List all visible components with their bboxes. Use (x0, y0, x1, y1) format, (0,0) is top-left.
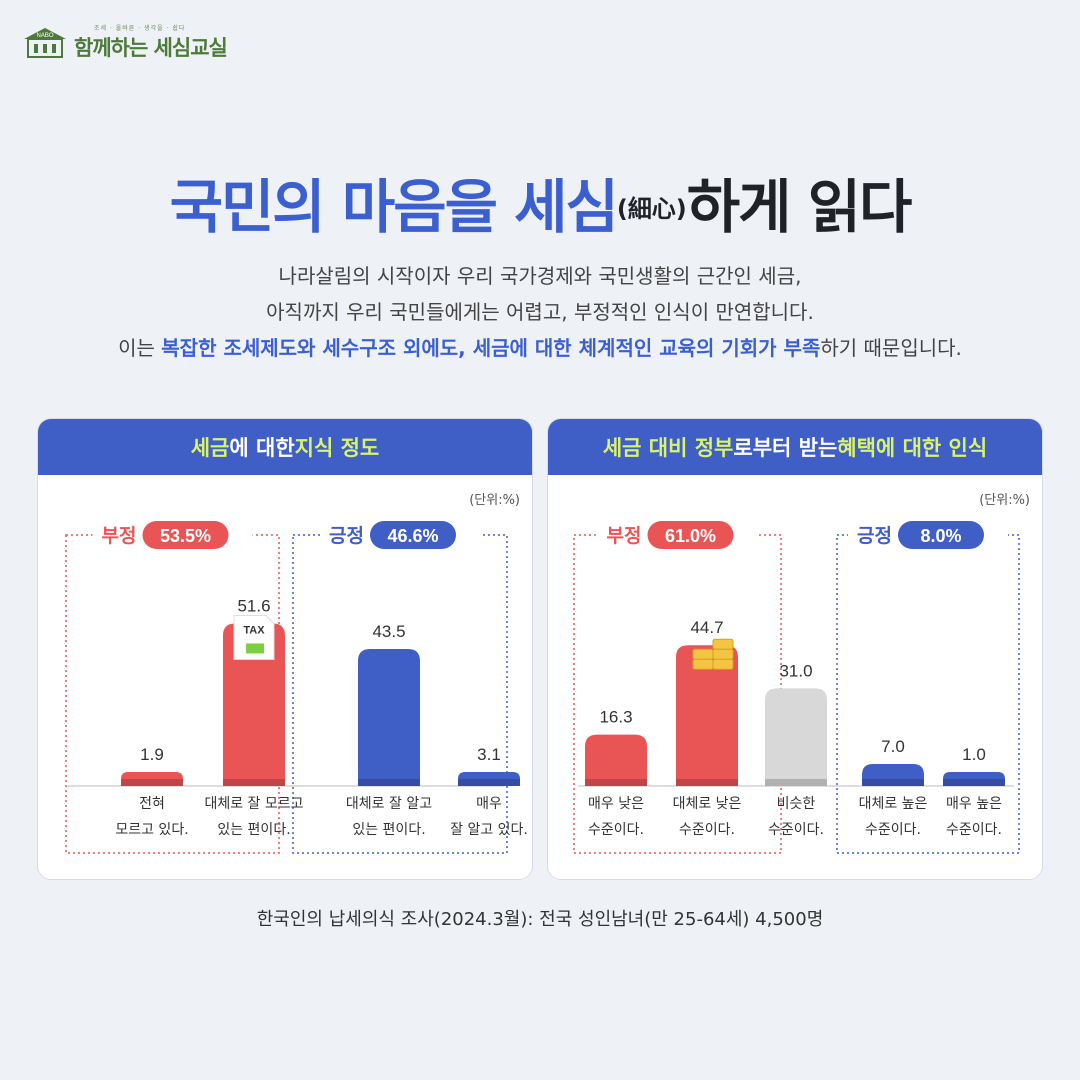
tax-document-label: TAX (243, 624, 265, 636)
knowledge-group-pill-0 (142, 521, 229, 549)
benefit-category-label-3-1: 수준이다. (865, 822, 921, 838)
knowledge-category-label-1-1: 있는 편이다. (217, 822, 290, 838)
knowledge-bar-2 (358, 648, 420, 786)
benefit-title-mid: 로부터 받는 (733, 436, 838, 460)
knowledge-value-label-3: 3.1 (477, 745, 501, 764)
knowledge-value-label-1: 51.6 (237, 596, 270, 615)
knowledge-unit-label: (단위:%) (469, 493, 520, 508)
intro-line-3-post: 하기 때문입니다. (820, 336, 962, 360)
benefit-value-label-2: 31.0 (779, 661, 812, 680)
benefit-value-label-1: 44.7 (690, 618, 723, 637)
benefit-bar-0 (585, 734, 647, 786)
knowledge-category-label-2-0: 대체로 잘 알고 (346, 796, 432, 812)
knowledge-category-label-2-1: 있는 편이다. (352, 822, 425, 838)
title-part-2: (細心) (616, 195, 687, 223)
benefit-group-pill-0 (647, 521, 734, 549)
knowledge-bar-base-2 (358, 779, 420, 786)
knowledge-category-label-0-0: 전혀 (139, 796, 165, 812)
logo-title: 함께하는 세심교실 (74, 35, 228, 60)
benefit-group-label-0: 부정 (607, 525, 642, 547)
benefit-bar-base-4 (943, 779, 1005, 786)
knowledge-bar-base-3 (458, 779, 520, 786)
knowledge-group-label-0: 부정 (102, 525, 137, 547)
knowledge-group-value-1: 46.6% (387, 526, 438, 546)
knowledge-category-label-3-1: 잘 알고 있다. (450, 822, 528, 838)
benefit-group-value-1: 8.0% (920, 526, 961, 546)
intro-line-3-pre: 이는 (118, 336, 162, 360)
source-note: 한국인의 납세의식 조사(2024.3월): 전국 성인남녀(만 25-64세)… (256, 909, 824, 930)
logo-badge: NABO (36, 33, 53, 39)
benefit-bar-2 (765, 688, 827, 786)
knowledge-bar-1 (223, 623, 285, 786)
knowledge-title-mid: 에 대한 (229, 436, 295, 460)
benefit-value-label-3: 7.0 (881, 737, 905, 756)
coin-1 (692, 658, 714, 670)
benefit-category-label-3-0: 대체로 높은 (859, 796, 928, 812)
school-building-icon: NABO (22, 25, 68, 59)
benefit-category-label-1-0: 대체로 낮은 (673, 796, 742, 812)
benefit-category-label-2-0: 비슷한 (777, 796, 816, 812)
tax-document-bill (246, 643, 264, 654)
knowledge-bar-base-1 (223, 779, 285, 786)
knowledge-value-label-0: 1.9 (140, 745, 164, 764)
coin-3 (712, 648, 734, 660)
benefit-category-label-4-1: 수준이다. (946, 822, 1002, 838)
benefit-value-label-0: 16.3 (599, 708, 632, 727)
logo: NABO 조세 · 올바른 · 생각을 · 쉽다 함께하는 세심교실 (22, 20, 228, 64)
benefit-unit-label: (단위:%) (979, 493, 1030, 508)
coin-4 (712, 658, 734, 670)
benefit-category-label-4-0: 매우 높은 (946, 796, 1002, 812)
knowledge-bar-base-0 (121, 779, 183, 786)
knowledge-title-highlight-1: 세금 (190, 436, 230, 460)
intro-line-1: 나라살림의 시작이자 우리 국가경제와 국민생활의 근간인 세금, (278, 264, 802, 288)
knowledge-value-label-2: 43.5 (372, 622, 405, 641)
benefit-chart-panel: 세금 대비 정부 로부터 받는 혜택에 대한 인식 (단위:%) 부정 61.0% 긍… (547, 418, 1043, 880)
intro-line-3: 이는 복잡한 조세제도와 세수구조 외에도, 세금에 대한 체계적인 교육의 기… (0, 330, 1080, 366)
knowledge-group-value-0: 53.5% (160, 526, 211, 546)
benefit-bar-1 (676, 645, 738, 786)
benefit-group-pill-1 (898, 521, 984, 549)
benefit-category-label-0-1: 수준이다. (588, 822, 644, 838)
benefit-bar-base-3 (862, 779, 924, 786)
intro-text: 나라살림의 시작이자 우리 국가경제와 국민생활의 근간인 세금, 아직까지 우… (0, 258, 1080, 366)
tax-document-icon: TAX (233, 614, 275, 660)
page-title: 국민의 마음을 세심(細心)하게 읽다 (0, 160, 1080, 244)
intro-line-2: 아직까지 우리 국민들에게는 어렵고, 부정적인 인식이 만연합니다. (266, 300, 814, 324)
benefit-title-highlight-2: 혜택에 대한 인식 (837, 436, 988, 460)
knowledge-group-pill-1 (370, 521, 456, 549)
logo-tagline: 조세 · 올바른 · 생각을 · 쉽다 (94, 24, 186, 32)
knowledge-category-label-1-0: 대체로 잘 모르고 (204, 796, 303, 812)
benefit-group-label-1: 긍정 (857, 525, 892, 547)
benefit-value-label-4: 1.0 (962, 745, 986, 764)
knowledge-category-label-0-1: 모르고 있다. (115, 822, 188, 838)
coin-2 (712, 638, 734, 650)
benefit-title-highlight-1: 세금 대비 정부 (602, 436, 734, 460)
knowledge-chart-title: 세금 에 대한 지식 정도 (38, 419, 532, 475)
benefit-bar-base-1 (676, 779, 738, 786)
knowledge-category-label-3-0: 매우 (476, 796, 502, 812)
coin-stack-icon (692, 638, 734, 670)
benefit-category-label-0-0: 매우 낮은 (588, 796, 644, 812)
title-part-1: 국민의 마음을 세심 (169, 173, 619, 241)
benefit-bar-base-0 (585, 779, 647, 786)
knowledge-group-label-1: 긍정 (329, 525, 364, 547)
intro-line-3-emphasis: 복잡한 조세제도와 세수구조 외에도, 세금에 대한 체계적인 교육의 기회가 … (161, 336, 821, 360)
benefit-category-label-2-1: 수준이다. (768, 822, 824, 838)
title-part-3: 하게 읽다 (686, 173, 913, 241)
benefit-category-label-1-1: 수준이다. (679, 822, 735, 838)
benefit-chart-title: 세금 대비 정부 로부터 받는 혜택에 대한 인식 (548, 419, 1042, 475)
benefit-bar-base-2 (765, 779, 827, 786)
benefit-group-value-0: 61.0% (665, 526, 716, 546)
coin-0 (692, 648, 714, 660)
knowledge-title-highlight-2: 지식 정도 (294, 436, 380, 460)
